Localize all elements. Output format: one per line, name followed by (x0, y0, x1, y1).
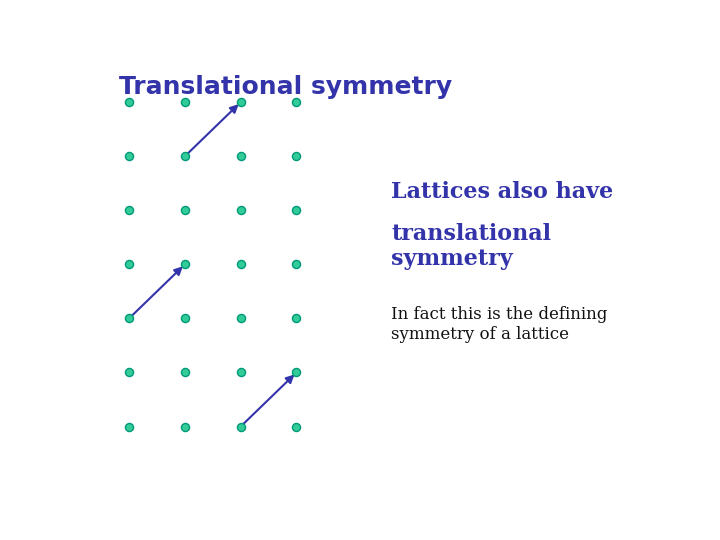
Text: Translational symmetry: Translational symmetry (119, 75, 452, 99)
Text: translational
symmetry: translational symmetry (392, 223, 552, 270)
Text: In fact this is the defining
symmetry of a lattice: In fact this is the defining symmetry of… (392, 306, 608, 342)
Text: Lattices also have: Lattices also have (392, 181, 613, 203)
